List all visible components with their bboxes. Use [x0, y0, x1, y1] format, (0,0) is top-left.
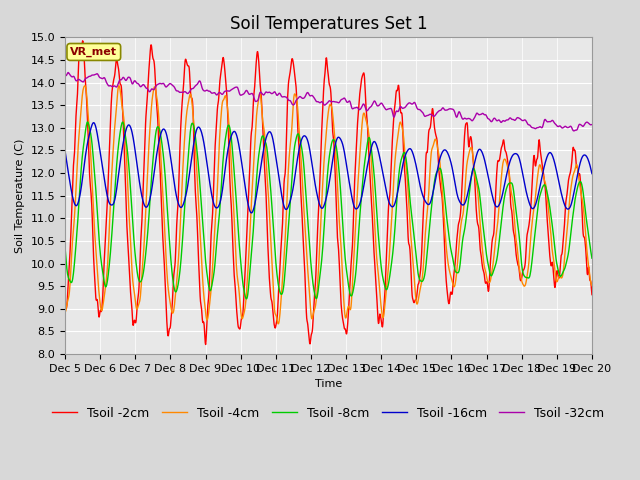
Tsoil -16cm	[480, 154, 488, 159]
Tsoil -4cm	[526, 243, 534, 249]
Tsoil -32cm	[588, 121, 596, 127]
Tsoil -2cm	[588, 292, 596, 298]
Tsoil -8cm	[61, 244, 69, 250]
Tsoil -32cm	[237, 92, 245, 98]
Tsoil -16cm	[411, 157, 419, 163]
Line: Tsoil -2cm: Tsoil -2cm	[65, 41, 592, 345]
Tsoil -32cm	[64, 70, 72, 75]
Tsoil -16cm	[588, 171, 596, 177]
Tsoil -2cm	[79, 38, 86, 44]
Tsoil -32cm	[410, 99, 418, 105]
Tsoil -32cm	[166, 81, 173, 86]
Tsoil -32cm	[526, 122, 534, 128]
Tsoil -16cm	[237, 159, 245, 165]
Tsoil -2cm	[61, 304, 69, 310]
Line: Tsoil -16cm: Tsoil -16cm	[65, 123, 592, 213]
Tsoil -16cm	[166, 149, 173, 155]
Tsoil -32cm	[479, 111, 487, 117]
Tsoil -16cm	[248, 210, 255, 216]
Tsoil -8cm	[411, 240, 419, 246]
Tsoil -32cm	[61, 72, 69, 78]
Tsoil -2cm	[166, 325, 173, 331]
Tsoil -8cm	[237, 268, 245, 274]
Tsoil -8cm	[84, 119, 92, 125]
Title: Soil Temperatures Set 1: Soil Temperatures Set 1	[230, 15, 428, 33]
Tsoil -4cm	[166, 297, 173, 303]
Tsoil -4cm	[237, 314, 245, 320]
Tsoil -8cm	[480, 227, 488, 233]
Tsoil -32cm	[179, 90, 186, 96]
Legend: Tsoil -2cm, Tsoil -4cm, Tsoil -8cm, Tsoil -16cm, Tsoil -32cm: Tsoil -2cm, Tsoil -4cm, Tsoil -8cm, Tsoi…	[47, 402, 609, 424]
Tsoil -16cm	[179, 203, 186, 209]
Tsoil -2cm	[179, 95, 186, 100]
Tsoil -16cm	[90, 120, 97, 126]
Tsoil -4cm	[179, 171, 186, 177]
Tsoil -16cm	[526, 202, 534, 208]
Tsoil -4cm	[275, 321, 282, 327]
Tsoil -4cm	[588, 283, 596, 288]
Tsoil -4cm	[61, 308, 69, 314]
Tsoil -2cm	[480, 268, 488, 274]
Tsoil -2cm	[202, 342, 209, 348]
Tsoil -2cm	[238, 315, 246, 321]
X-axis label: Time: Time	[315, 379, 342, 389]
Y-axis label: Soil Temperature (C): Soil Temperature (C)	[15, 139, 25, 253]
Tsoil -2cm	[526, 213, 534, 218]
Tsoil -32cm	[570, 128, 578, 134]
Tsoil -8cm	[526, 272, 534, 278]
Line: Tsoil -8cm: Tsoil -8cm	[65, 122, 592, 299]
Tsoil -4cm	[115, 83, 123, 89]
Tsoil -8cm	[243, 296, 250, 302]
Tsoil -8cm	[179, 236, 186, 242]
Tsoil -4cm	[411, 282, 419, 288]
Tsoil -16cm	[61, 148, 69, 154]
Tsoil -4cm	[480, 258, 488, 264]
Line: Tsoil -32cm: Tsoil -32cm	[65, 72, 592, 131]
Text: VR_met: VR_met	[70, 47, 117, 57]
Tsoil -8cm	[588, 255, 596, 261]
Tsoil -8cm	[166, 242, 173, 248]
Tsoil -2cm	[411, 299, 419, 304]
Line: Tsoil -4cm: Tsoil -4cm	[65, 86, 592, 324]
